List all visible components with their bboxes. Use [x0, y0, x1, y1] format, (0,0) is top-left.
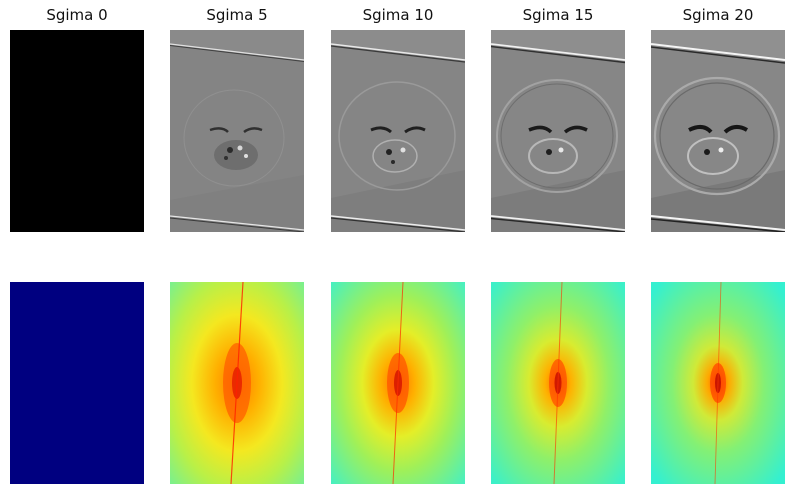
filtered-image-sigma-15 — [491, 30, 625, 232]
spectrum-sigma-15 — [491, 282, 625, 484]
spectrum-sigma-0 — [10, 282, 144, 484]
filtered-image-sigma-10 — [331, 30, 465, 232]
column-title-sigma-5: Sgima 5 — [206, 6, 268, 24]
filtered-image-sigma-5 — [170, 30, 304, 232]
spectrum-sigma-5 — [170, 282, 304, 484]
filtered-image-sigma-20 — [651, 30, 785, 232]
column-title-sigma-10: Sgima 10 — [362, 6, 434, 24]
column-title-sigma-15: Sgima 15 — [522, 6, 594, 24]
column-title-sigma-20: Sgima 20 — [682, 6, 754, 24]
spectrum-sigma-10 — [331, 282, 465, 484]
column-title-sigma-0: Sgima 0 — [46, 6, 108, 24]
spectrum-sigma-20 — [651, 282, 785, 484]
filtered-image-sigma-0 — [10, 30, 144, 232]
